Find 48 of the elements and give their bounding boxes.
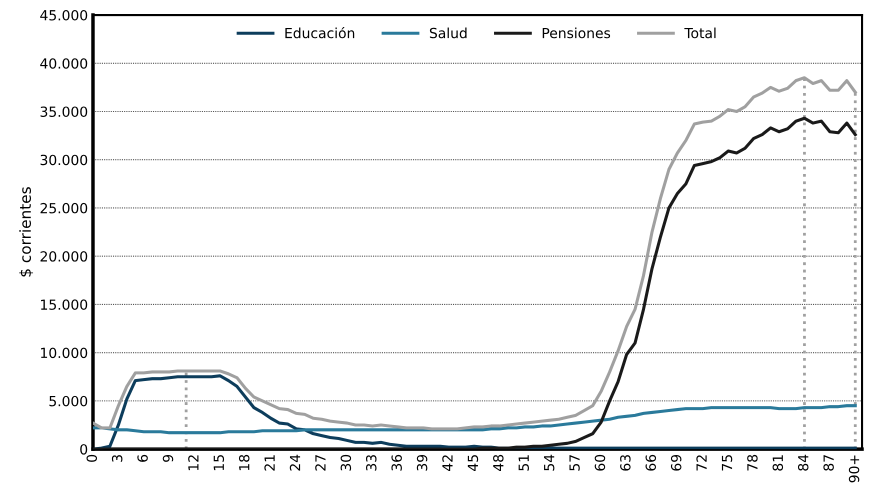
x-tick-label: 60: [594, 454, 606, 471]
x-tick-label: 90+: [848, 455, 860, 482]
x-tick-label: 15: [214, 455, 224, 470]
y-tick-label: 5.000: [49, 396, 88, 406]
x-tick-label: 69: [670, 454, 682, 471]
x-tick-label: 48: [493, 454, 504, 471]
legend-label: Pensiones: [542, 28, 610, 38]
x-tick-label: 9: [162, 454, 174, 462]
x-tick-label: 84: [798, 454, 808, 471]
y-tick-label: 45.000: [40, 10, 88, 21]
x-tick-label: 3: [112, 455, 122, 462]
x-tick-label: 33: [366, 455, 377, 471]
x-tick-label: 54: [544, 454, 554, 471]
x-tick-label: 6: [137, 454, 148, 462]
y-tick-label: 0: [80, 444, 88, 455]
x-tick-label: 18: [238, 454, 250, 470]
x-tick-label: 75: [722, 455, 732, 471]
x-tick-label: 12: [188, 455, 198, 470]
x-tick-label: 39: [416, 454, 428, 471]
x-tick-label: 57: [569, 455, 580, 471]
y-tick-label: 20.000: [40, 251, 88, 262]
x-tick-label: 81: [772, 455, 784, 471]
y-tick-label: 15.000: [41, 299, 88, 310]
x-tick-label: 51: [518, 455, 529, 471]
x-tick-label: 78: [747, 454, 758, 471]
x-tick-label: 24: [290, 454, 300, 471]
y-tick-label: 25.000: [40, 202, 88, 214]
x-tick-label: 66: [646, 454, 656, 471]
y-axis-title: $ corrientes: [19, 187, 34, 276]
x-tick-label: 36: [391, 454, 402, 471]
x-tick-label: 87: [823, 455, 834, 471]
y-tick-label: 30.000: [40, 154, 88, 166]
legend-label: Total: [684, 28, 716, 38]
x-tick-label: 42: [442, 455, 453, 471]
line-series: [92, 404, 857, 434]
y-tick-label: 40.000: [40, 58, 88, 69]
legend-label: Educación: [285, 26, 354, 38]
x-tick-label: 27: [315, 455, 326, 471]
legend-label: Salud: [430, 28, 467, 38]
x-tick-label: 21: [264, 455, 275, 471]
line-series: [92, 116, 857, 450]
x-tick-label: 63: [620, 455, 631, 471]
x-tick-label: 30: [340, 454, 352, 471]
x-tick-label: 45: [468, 455, 478, 471]
x-tick-label: 0: [86, 454, 98, 462]
x-tick-label: 72: [696, 455, 707, 471]
y-tick-label: 35.000: [40, 106, 88, 117]
y-tick-label: 10.000: [41, 348, 88, 358]
